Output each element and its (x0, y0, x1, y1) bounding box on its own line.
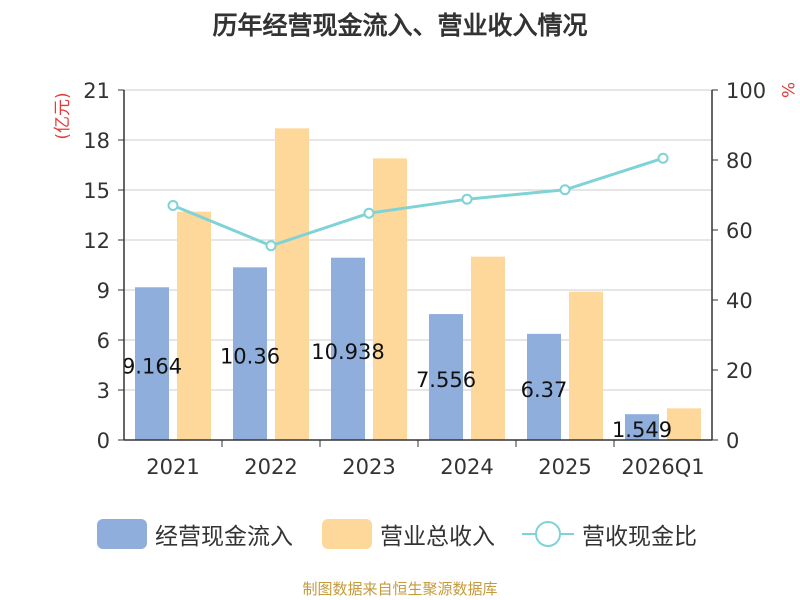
legend-swatch-revenue (322, 519, 372, 549)
x-tick-label: 2021 (146, 455, 199, 479)
y-left-tick-label: 12 (83, 229, 110, 253)
ratio-point (559, 184, 571, 196)
bar-cash-inflow (331, 257, 365, 440)
axes: 0 3 6 9 12 15 18 21 0 20 40 60 80 100 2021 2022 2023 2024… (53, 79, 797, 479)
bar-cash-inflow (527, 333, 561, 440)
y-left-tick-label: 0 (97, 429, 110, 453)
data-labels: 9.164 10.36 10.938 7.556 6.37 1.549 (122, 340, 672, 442)
y-left-tick-label: 6 (97, 329, 110, 353)
ratio-point (461, 193, 473, 205)
y-right-tick-label: 80 (726, 149, 753, 173)
grid-lines (124, 89, 712, 391)
y-left-tick-label: 3 (97, 379, 110, 403)
legend-item-ratio[interactable]: 营收现金比 (522, 516, 697, 552)
legend-label-cash-inflow: 经营现金流入 (155, 524, 293, 550)
y-right-tick-label: 100 (726, 79, 766, 103)
chart-title: 历年经营现金流入、营业收入情况 (212, 11, 588, 40)
ratio-point (265, 240, 277, 252)
x-tick-label: 2026Q1 (621, 455, 704, 479)
ratio-series-line (172, 156, 664, 248)
y-left-axis-unit: (亿元) (53, 92, 73, 139)
y-left-tick-label: 18 (83, 129, 110, 153)
legend-label-ratio: 营收现金比 (582, 524, 697, 550)
legend-label-revenue: 营业总收入 (380, 524, 495, 550)
bar-cash-inflow (233, 267, 267, 440)
bar-revenue (177, 211, 211, 440)
bar-revenue (275, 128, 309, 441)
x-tick-label: 2024 (440, 455, 493, 479)
y-left-tick-label: 21 (83, 79, 110, 103)
bar-revenue (667, 408, 701, 440)
legend-item-revenue[interactable]: 营业总收入 (322, 516, 495, 552)
data-label-cash-inflow: 9.164 (122, 355, 182, 379)
x-tick-label: 2025 (538, 455, 591, 479)
bars (135, 128, 701, 441)
y-right-tick-label: 60 (726, 219, 753, 243)
legend-swatch-cash-inflow (97, 519, 147, 549)
y-right-tick-label: 20 (726, 359, 753, 383)
data-label-cash-inflow: 6.37 (521, 378, 568, 402)
ratio-point (657, 152, 669, 164)
y-right-axis-unit: % (777, 82, 797, 98)
x-tick-label: 2023 (342, 455, 395, 479)
y-left-tick-label: 9 (97, 279, 110, 303)
data-label-cash-inflow: 10.36 (220, 345, 280, 369)
ratio-line (167, 152, 669, 252)
ratio-point (167, 200, 179, 211)
bar-cash-inflow (135, 287, 169, 440)
bar-revenue (471, 256, 505, 440)
data-label-cash-inflow: 7.556 (416, 368, 476, 392)
bar-revenue (373, 158, 407, 441)
bar-revenue (569, 291, 603, 440)
ratio-point (363, 207, 375, 219)
y-right-tick-label: 0 (726, 429, 739, 453)
data-label-cash-inflow: 10.938 (311, 340, 384, 364)
x-tick-label: 2022 (244, 455, 297, 479)
legend-item-cash-inflow[interactable]: 经营现金流入 (97, 516, 293, 552)
legend-swatch-ratio (522, 519, 574, 549)
source-note: 制图数据来自恒生聚源数据库 (302, 580, 498, 598)
data-label-cash-inflow: 1.549 (612, 418, 672, 442)
y-left-tick-label: 15 (83, 179, 110, 203)
bar-cash-inflow (625, 414, 659, 440)
y-right-tick-label: 40 (726, 289, 753, 313)
bar-cash-inflow (429, 314, 463, 440)
